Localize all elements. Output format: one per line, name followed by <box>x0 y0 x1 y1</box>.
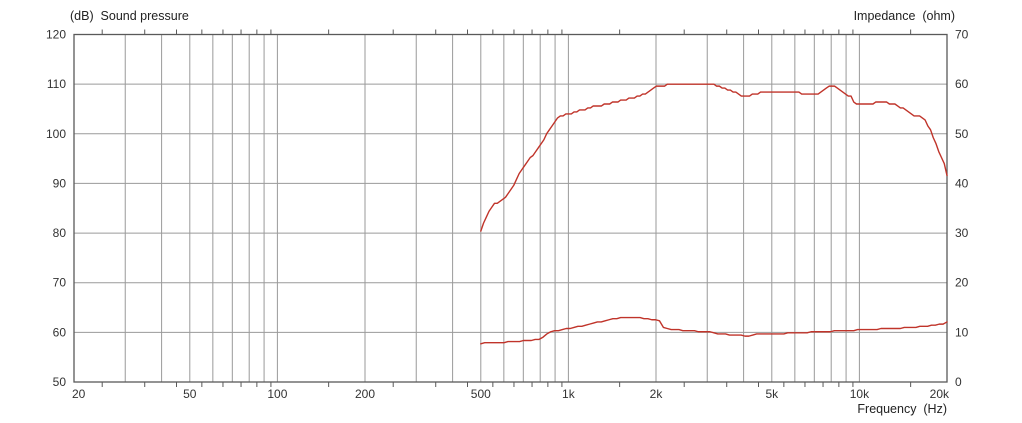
svg-text:100: 100 <box>267 387 287 401</box>
svg-text:90: 90 <box>53 176 67 190</box>
svg-text:1k: 1k <box>562 387 576 401</box>
svg-text:50: 50 <box>183 387 197 401</box>
svg-text:5k: 5k <box>765 387 779 401</box>
svg-text:20: 20 <box>72 387 86 401</box>
svg-text:20: 20 <box>955 276 969 290</box>
svg-text:0: 0 <box>955 375 962 389</box>
svg-text:50: 50 <box>955 127 969 141</box>
svg-text:10k: 10k <box>850 387 870 401</box>
svg-text:(dB) Sound pressure: (dB) Sound pressure <box>70 9 189 23</box>
svg-text:120: 120 <box>46 28 66 42</box>
svg-text:500: 500 <box>471 387 491 401</box>
svg-text:60: 60 <box>955 77 969 91</box>
svg-text:70: 70 <box>955 28 969 42</box>
svg-text:30: 30 <box>955 226 969 240</box>
svg-text:10: 10 <box>955 325 969 339</box>
svg-text:20k: 20k <box>930 387 950 401</box>
svg-text:2k: 2k <box>650 387 664 401</box>
svg-text:50: 50 <box>53 375 67 389</box>
svg-text:Impedance (ohm): Impedance (ohm) <box>854 9 955 23</box>
svg-text:70: 70 <box>53 276 67 290</box>
svg-text:100: 100 <box>46 127 66 141</box>
svg-text:80: 80 <box>53 226 67 240</box>
svg-text:60: 60 <box>53 325 67 339</box>
svg-text:Frequency (Hz): Frequency (Hz) <box>857 402 947 416</box>
svg-text:40: 40 <box>955 176 969 190</box>
svg-text:200: 200 <box>355 387 375 401</box>
svg-text:110: 110 <box>47 77 66 91</box>
